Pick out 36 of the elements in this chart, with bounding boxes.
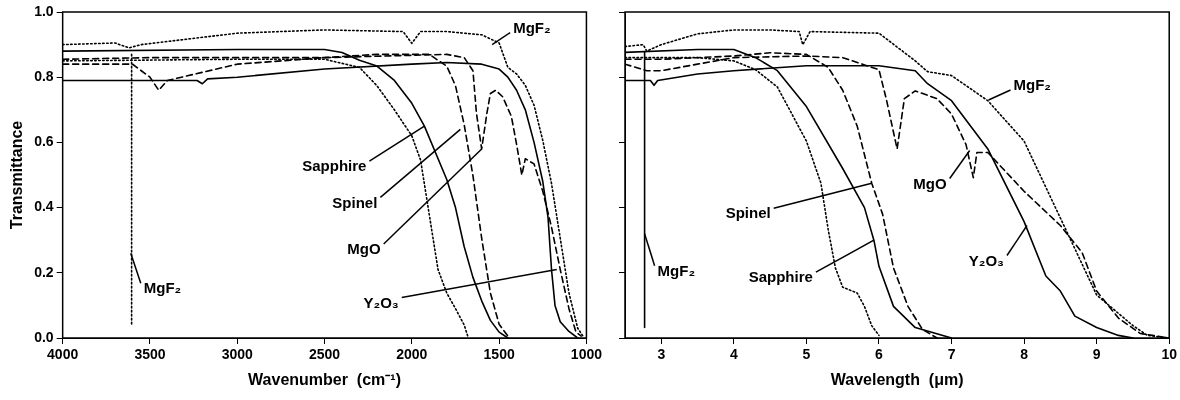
y-tick-label: 0.2 — [34, 263, 54, 280]
x-tick-label: 3500 — [134, 346, 166, 363]
y-tick-label: 1.0 — [34, 2, 54, 19]
annotation: Spinel — [725, 204, 771, 222]
x-tick-label: 7 — [947, 346, 956, 363]
x-tick-label: 10 — [1161, 346, 1178, 363]
annotation: Y₂O₃ — [363, 293, 399, 311]
x-tick-label: 3 — [657, 346, 666, 363]
annotation: MgF₂ — [657, 261, 696, 279]
x-tick-label: 9 — [1092, 346, 1101, 363]
x-tick-label: 6 — [875, 346, 884, 363]
annotation: Spinel — [332, 193, 378, 211]
annotation: MgF₂ — [513, 18, 551, 36]
y-tick-label: 0.0 — [34, 328, 54, 345]
y-tick-label: 0.4 — [34, 198, 54, 215]
x-tick-label: 5 — [802, 346, 811, 363]
annotation: MgO — [913, 174, 947, 192]
x-tick-label: 8 — [1020, 346, 1029, 363]
x-tick-label: 1500 — [483, 346, 515, 363]
annotation: MgF₂ — [1013, 76, 1052, 94]
x-axis-title: Wavelength (μm) — [830, 370, 964, 388]
annotation: MgO — [347, 240, 381, 258]
annotation: Y₂O₃ — [968, 251, 1005, 269]
x-axis-title: Wavenumber (cm⁻¹) — [248, 370, 401, 388]
x-tick-label: 3000 — [221, 346, 254, 363]
x-tick-label: 4 — [729, 346, 738, 363]
x-tick-label: 4000 — [47, 346, 79, 363]
y-axis-title: Transmittance — [8, 120, 26, 230]
annotation: Sapphire — [748, 268, 813, 286]
x-tick-label: 2000 — [396, 346, 428, 363]
x-tick-label: 1000 — [570, 346, 603, 363]
annotation: MgF₂ — [143, 279, 182, 297]
annotation: Sapphire — [302, 157, 367, 175]
y-tick-label: 0.6 — [34, 133, 54, 150]
x-tick-label: 2500 — [308, 346, 341, 363]
y-tick-label: 0.8 — [34, 68, 54, 85]
